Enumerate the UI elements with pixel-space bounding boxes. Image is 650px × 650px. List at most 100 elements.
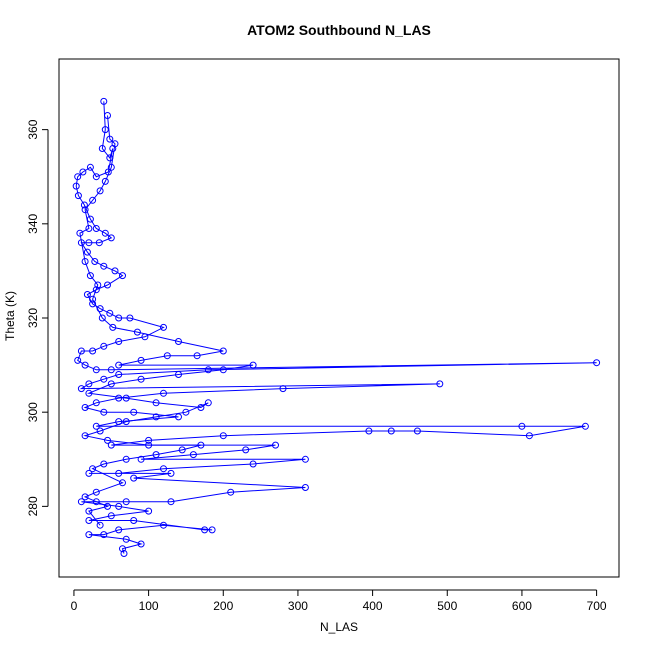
- data-point: [107, 234, 115, 242]
- data-point: [107, 380, 115, 388]
- x-tick-label: 0: [71, 599, 78, 613]
- data-point: [130, 474, 138, 482]
- data-point: [74, 356, 82, 364]
- plot-area-border: [58, 58, 620, 578]
- data-point: [104, 112, 111, 119]
- data-point: [175, 413, 182, 421]
- data-point: [122, 418, 130, 426]
- data-point: [92, 173, 100, 181]
- data-point: [107, 441, 115, 449]
- data-point: [79, 168, 87, 176]
- x-axis-label: N_LAS: [320, 620, 358, 634]
- data-point: [115, 469, 123, 477]
- data-point: [89, 465, 97, 473]
- data-point: [152, 399, 160, 407]
- data-point: [163, 352, 171, 360]
- data-point: [167, 469, 175, 477]
- data-point: [115, 314, 123, 322]
- data-point: [119, 479, 126, 487]
- data-point: [279, 385, 287, 393]
- data-point: [145, 507, 153, 515]
- data-point: [100, 262, 108, 270]
- series-line: [79, 115, 254, 526]
- data-point: [160, 323, 167, 331]
- data-point: [81, 432, 89, 440]
- data-point: [301, 455, 309, 463]
- data-point: [89, 196, 97, 204]
- data-point: [119, 545, 126, 553]
- data-point: [100, 408, 108, 416]
- data-point: [119, 272, 126, 280]
- data-point: [145, 436, 153, 444]
- data-point: [115, 338, 123, 345]
- data-point: [111, 140, 119, 148]
- data-point: [85, 469, 93, 477]
- y-axis-label: Theta (K): [3, 291, 17, 341]
- data-point: [219, 347, 227, 355]
- data-point: [100, 531, 108, 539]
- data-point: [115, 526, 123, 534]
- data-point: [219, 366, 227, 374]
- data-point: [111, 267, 119, 275]
- data-point: [182, 408, 190, 416]
- chart-title: ATOM2 Southbound N_LAS: [247, 22, 431, 38]
- data-point: [122, 498, 130, 506]
- data-point: [76, 229, 84, 237]
- data-point: [96, 187, 104, 195]
- data-point: [86, 272, 94, 280]
- data-point: [80, 201, 88, 209]
- series-line: [75, 101, 597, 554]
- x-tick-label: 300: [288, 599, 308, 613]
- data-point: [115, 361, 123, 369]
- data-point: [130, 517, 138, 524]
- data-point: [137, 540, 145, 548]
- data-point: [109, 323, 117, 331]
- data-point: [85, 507, 93, 515]
- data-point: [101, 229, 109, 237]
- x-tick-label: 500: [437, 599, 457, 613]
- data-point: [92, 286, 100, 294]
- data-point: [272, 441, 279, 449]
- data-point: [85, 389, 93, 397]
- data-point: [301, 484, 309, 491]
- data-point: [94, 281, 102, 289]
- data-point: [145, 441, 153, 449]
- y-tick-label: 340: [26, 213, 40, 233]
- data-point: [85, 531, 93, 539]
- data-point: [86, 163, 94, 171]
- data-point: [104, 281, 111, 289]
- data-point: [160, 389, 167, 397]
- data-point: [85, 239, 93, 247]
- data-point: [107, 163, 115, 171]
- data-point: [115, 394, 123, 402]
- data-point: [204, 399, 212, 407]
- data-point: [227, 488, 235, 496]
- data-point: [101, 126, 109, 134]
- data-point: [83, 248, 91, 256]
- data-point: [120, 550, 128, 557]
- data-point: [249, 460, 257, 468]
- data-point: [96, 521, 104, 529]
- data-point: [81, 361, 89, 369]
- data-point: [96, 427, 104, 435]
- data-point: [115, 371, 123, 378]
- x-tick-label: 600: [512, 599, 532, 613]
- data-point: [593, 359, 601, 367]
- x-tick-label: 200: [213, 599, 233, 613]
- data-point: [436, 380, 444, 388]
- data-point: [208, 526, 216, 534]
- data-point: [81, 493, 89, 501]
- data-point: [242, 446, 250, 454]
- y-axis: 280 300 320 340 360: [26, 119, 49, 516]
- data-point: [197, 404, 205, 411]
- data-point: [81, 206, 89, 214]
- data-point: [413, 427, 421, 435]
- data-point: [249, 361, 257, 369]
- data-point: [74, 173, 82, 181]
- x-tick-label: 400: [363, 599, 383, 613]
- y-tick-label: 280: [26, 496, 40, 516]
- data-point: [178, 446, 186, 454]
- data-point: [130, 408, 138, 416]
- data-point: [106, 309, 114, 317]
